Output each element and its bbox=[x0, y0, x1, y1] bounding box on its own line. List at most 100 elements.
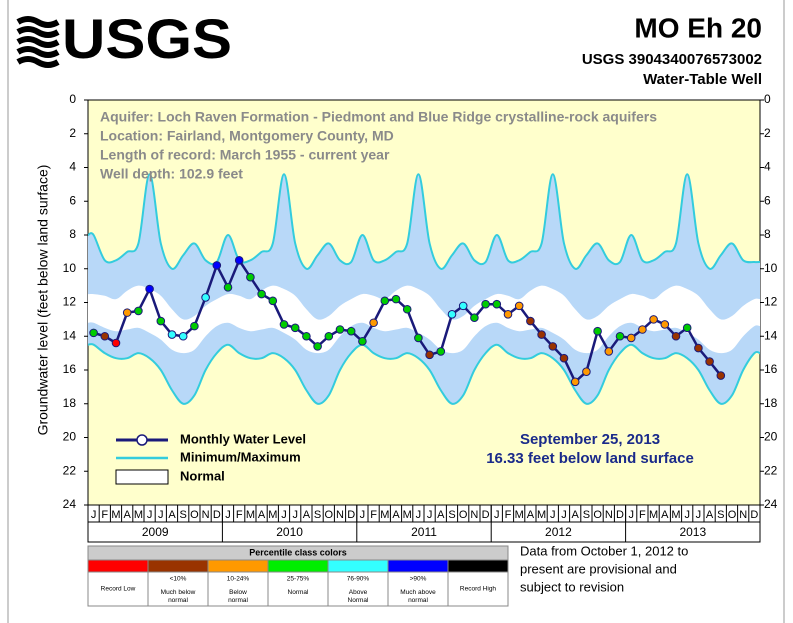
water-level-point bbox=[257, 289, 266, 299]
y-tick-label: 6 bbox=[69, 193, 76, 207]
percentile-cell bbox=[327, 571, 389, 607]
water-level-point bbox=[526, 316, 535, 326]
annotation: 16.33 feet below land surface bbox=[486, 450, 694, 467]
month-label: O bbox=[593, 509, 602, 521]
water-level-point bbox=[626, 333, 636, 343]
water-level-point bbox=[167, 330, 177, 339]
water-level-point bbox=[268, 296, 278, 306]
month-label: N bbox=[605, 509, 613, 521]
water-level-point bbox=[694, 343, 703, 353]
month-label: A bbox=[124, 509, 132, 521]
y-tick-label: 10 bbox=[63, 261, 77, 275]
water-level-point bbox=[425, 350, 434, 360]
water-level-point bbox=[380, 296, 390, 306]
month-label: S bbox=[448, 509, 455, 521]
legend-label: Monthly Water Level bbox=[180, 431, 306, 446]
water-level-point bbox=[201, 293, 210, 302]
percentile-range: 76-90% bbox=[347, 576, 370, 583]
month-label: N bbox=[336, 509, 344, 521]
percentile-label: Normal bbox=[288, 589, 310, 596]
percentile-range: <10% bbox=[170, 576, 187, 583]
month-label: F bbox=[639, 509, 646, 521]
water-level-point bbox=[649, 315, 658, 324]
info-line: Well depth: 102.9 feet bbox=[100, 166, 243, 182]
water-level-point bbox=[122, 308, 132, 317]
month-label: A bbox=[168, 509, 176, 521]
month-label: M bbox=[649, 509, 658, 521]
water-level-point bbox=[559, 353, 569, 363]
percentile-color bbox=[87, 559, 149, 573]
month-label: A bbox=[437, 509, 445, 521]
water-level-point bbox=[447, 310, 457, 319]
legend-swatch bbox=[115, 469, 169, 485]
info-line: Length of record: March 1955 - current y… bbox=[100, 147, 390, 163]
month-label: J bbox=[696, 509, 702, 521]
month-label: J bbox=[684, 509, 690, 521]
water-level-point bbox=[369, 318, 378, 328]
y2-tick-label: 14 bbox=[764, 328, 778, 342]
month-label: J bbox=[561, 509, 567, 521]
month-label: F bbox=[505, 509, 512, 521]
y2-tick-label: 4 bbox=[764, 160, 771, 174]
month-label: O bbox=[728, 509, 737, 521]
water-level-point bbox=[358, 337, 367, 346]
water-level-point bbox=[503, 310, 513, 319]
water-level-point bbox=[481, 299, 490, 309]
month-label: M bbox=[671, 509, 680, 521]
water-level-point bbox=[570, 377, 580, 387]
month-label: J bbox=[147, 509, 153, 521]
water-level-point bbox=[246, 272, 255, 282]
y-tick-label: 4 bbox=[69, 160, 76, 174]
month-label: J bbox=[225, 509, 231, 521]
y-tick-label: 16 bbox=[63, 362, 77, 376]
percentile-color bbox=[447, 559, 509, 573]
month-label: O bbox=[190, 509, 199, 521]
logo-text: USGS bbox=[62, 7, 232, 70]
month-label: J bbox=[550, 509, 556, 521]
month-label: J bbox=[292, 509, 298, 521]
water-level-point bbox=[582, 367, 591, 376]
month-label: D bbox=[213, 509, 221, 521]
month-label: A bbox=[572, 509, 580, 521]
water-level-point bbox=[156, 316, 166, 326]
month-label: D bbox=[482, 509, 490, 521]
y-tick-label: 24 bbox=[63, 497, 77, 511]
y2-tick-label: 8 bbox=[764, 227, 771, 241]
y2-tick-label: 0 bbox=[764, 92, 771, 106]
logo-waves bbox=[16, 16, 60, 68]
month-label: M bbox=[134, 509, 143, 521]
y2-tick-label: 20 bbox=[764, 430, 778, 444]
percentile-color bbox=[267, 559, 329, 573]
percentile-cell bbox=[267, 571, 329, 607]
water-level-point bbox=[111, 338, 121, 348]
year-label: 2010 bbox=[276, 525, 303, 539]
percentile-cell bbox=[87, 571, 149, 607]
note-line: subject to revision bbox=[520, 579, 624, 594]
month-label: F bbox=[236, 509, 243, 521]
month-label: J bbox=[416, 509, 422, 521]
annotation: September 25, 2013 bbox=[520, 431, 660, 448]
title: MO Eh 20 bbox=[634, 12, 762, 43]
water-level-point bbox=[279, 320, 289, 329]
y2-tick-label: 22 bbox=[764, 463, 778, 477]
percentile-color bbox=[147, 559, 209, 573]
y2-tick-label: 6 bbox=[764, 193, 771, 207]
band-fill bbox=[88, 285, 760, 354]
water-level-point bbox=[593, 326, 602, 336]
y-tick-label: 22 bbox=[63, 463, 77, 477]
water-level-point bbox=[716, 371, 726, 380]
y-tick-label: 14 bbox=[63, 328, 77, 342]
water-level-point bbox=[638, 325, 647, 334]
water-level-point bbox=[100, 331, 110, 341]
month-label: N bbox=[739, 509, 747, 521]
water-level-point bbox=[290, 323, 300, 333]
month-label: O bbox=[325, 509, 334, 521]
percentile-label: Record Low bbox=[101, 586, 136, 593]
y2-tick-label: 10 bbox=[764, 261, 778, 275]
water-level-point bbox=[223, 283, 233, 292]
water-level-point bbox=[514, 301, 524, 311]
y2-tick-label: 2 bbox=[764, 126, 771, 140]
percentile-label: Record High bbox=[460, 586, 497, 593]
usgs-logo: USGS bbox=[16, 7, 232, 70]
month-label: J bbox=[158, 509, 164, 521]
